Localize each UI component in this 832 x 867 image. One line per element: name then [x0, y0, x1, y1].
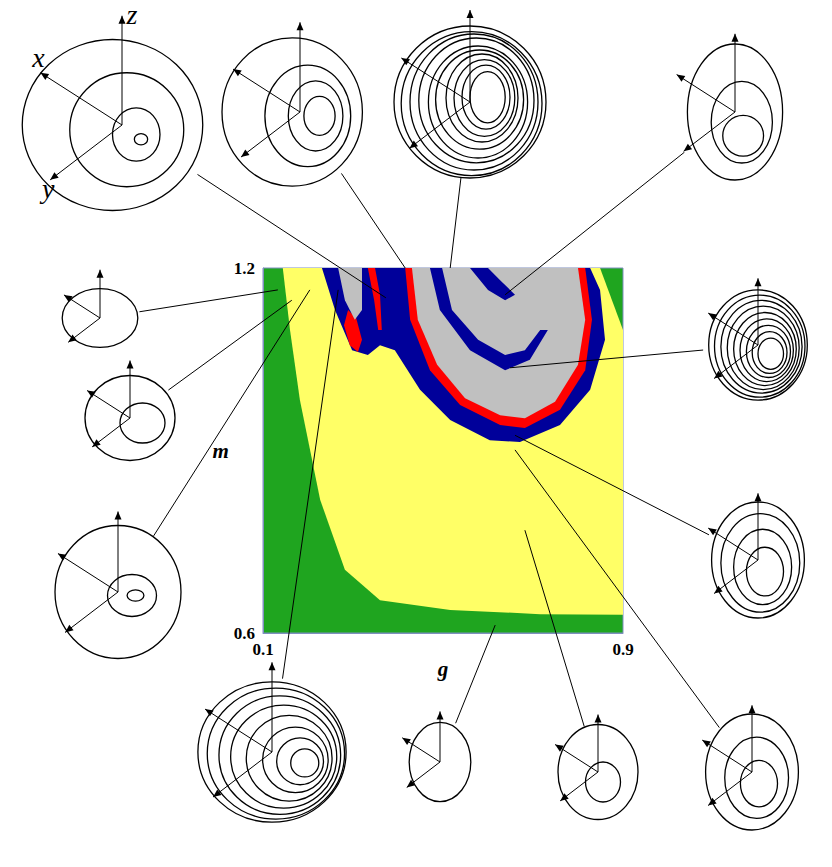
svg-text:0.9: 0.9 — [612, 640, 633, 659]
svg-text:g: g — [437, 657, 449, 681]
svg-text:1.2: 1.2 — [234, 259, 255, 278]
svg-text:0.1: 0.1 — [252, 640, 273, 659]
svg-text:y: y — [39, 173, 55, 204]
svg-text:z: z — [126, 0, 138, 30]
svg-text:0.6: 0.6 — [233, 623, 255, 643]
svg-text:m: m — [213, 439, 229, 463]
svg-text:x: x — [31, 42, 45, 73]
